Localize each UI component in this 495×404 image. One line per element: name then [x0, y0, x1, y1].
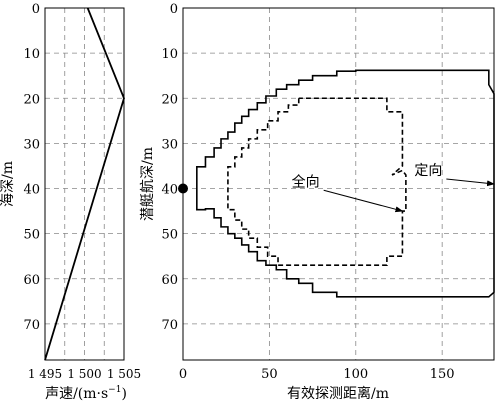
left-y-ticks: 0 10 20 30 40 50 60 70 — [23, 2, 40, 333]
detection-curves — [196, 69, 495, 298]
right-y-ticks: 0 10 20 30 40 50 60 70 — [161, 2, 178, 333]
right-x-tick-label: 0 — [179, 367, 187, 382]
right-y-tick-label: 60 — [161, 273, 178, 288]
left-y-tick-label: 0 — [32, 2, 40, 17]
left-x-tick-label: 1 500 — [67, 367, 101, 381]
right-x-axis-label: 有效探测距离/m — [287, 385, 389, 402]
annotation-label: 定向 — [414, 163, 442, 179]
directional-curve — [196, 69, 495, 298]
right-y-tick-label: 40 — [161, 183, 178, 198]
right-y-axis-label: 潜艇航深/m — [140, 147, 156, 221]
right-x-tick-label: 50 — [261, 367, 278, 382]
left-x-label-tail: ) — [121, 386, 126, 402]
left-y-tick-label: 50 — [23, 228, 40, 243]
annotation-arrow — [446, 178, 495, 187]
left-x-axis-label: 声速/(m·s−1) — [45, 385, 127, 402]
right-y-tick-label: 20 — [161, 92, 178, 107]
right-y-tick-label: 50 — [161, 228, 178, 243]
right-x-ticks: 0 50 100 150 — [179, 367, 455, 382]
left-x-label-superscript: −1 — [108, 385, 121, 395]
left-x-tick-label: 1 505 — [107, 367, 141, 381]
left-y-tick-label: 40 — [23, 183, 40, 198]
left-y-tick-label: 60 — [23, 273, 40, 288]
left-x-ticks: 1 495 1 500 1 505 — [28, 367, 141, 381]
right-grid — [183, 8, 494, 360]
sound-speed-panel: 0 10 20 30 40 50 60 70 1 495 1 500 1 505 海深/m 声速/… — [0, 2, 141, 402]
right-x-tick-label: 100 — [343, 367, 368, 382]
right-y-tick-label: 10 — [161, 47, 178, 62]
detection-range-panel: 全向 定向 0 10 20 30 40 50 60 70 0 50 100 150 潜艇航深/m 有效… — [140, 2, 495, 402]
right-y-tick-label: 30 — [161, 137, 178, 152]
submarine-position-marker — [178, 183, 188, 194]
right-plot-frame — [182, 7, 495, 361]
left-y-tick-label: 10 — [23, 47, 40, 62]
right-y-tick-label: 70 — [161, 318, 178, 333]
right-y-tick-label: 0 — [170, 2, 178, 17]
left-x-tick-label: 1 495 — [28, 367, 62, 381]
left-plot-frame — [44, 7, 125, 361]
left-y-tick-label: 30 — [23, 137, 40, 152]
omnidirectional-curve — [227, 97, 407, 267]
left-y-axis-label: 海深/m — [0, 161, 16, 207]
annotation-arrow — [323, 189, 404, 213]
left-y-tick-label: 70 — [23, 318, 40, 333]
annotation-label: 全向 — [292, 173, 320, 190]
right-x-tick-label: 150 — [430, 367, 455, 382]
left-grid — [45, 8, 125, 360]
left-y-tick-label: 20 — [23, 92, 40, 107]
annotations: 全向 定向 — [292, 163, 495, 213]
left-x-label-main: 声速/(m·s — [45, 386, 108, 402]
